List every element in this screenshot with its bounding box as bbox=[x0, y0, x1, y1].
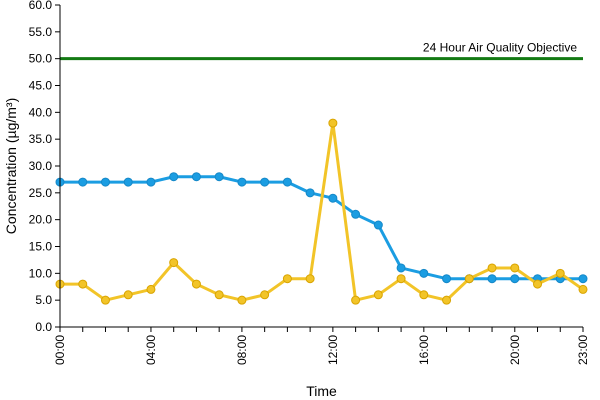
series-1-point bbox=[487, 274, 497, 284]
series-1-point bbox=[214, 172, 224, 182]
y-axis-ticks: 0.0 5.0 10.0 15.0 20.0 25.0 30.0 35.0 40.0 45.0 50… bbox=[29, 0, 60, 334]
x-axis-ticks: 00:00 04:00 08:00 12:00 16:00 20:00 23:00 bbox=[53, 327, 590, 365]
series-2-point bbox=[328, 118, 338, 128]
x-tick-label: 20:00 bbox=[508, 335, 522, 365]
series-1-point bbox=[510, 274, 520, 284]
y-axis-title: Concentration (µg/m³) bbox=[3, 98, 19, 234]
y-tick-label: 50.0 bbox=[29, 52, 53, 66]
series-2-point bbox=[146, 284, 156, 294]
y-tick-label: 40.0 bbox=[29, 105, 53, 119]
series-2-point bbox=[78, 279, 88, 289]
series-2-point bbox=[533, 279, 543, 289]
y-tick-label: 30.0 bbox=[29, 159, 53, 173]
series-2-point bbox=[351, 295, 361, 305]
series-2-line bbox=[58, 121, 585, 302]
x-tick-label: 12:00 bbox=[326, 335, 340, 365]
series-2-point bbox=[123, 290, 133, 300]
series-2-point bbox=[282, 274, 292, 284]
series-2 bbox=[55, 118, 588, 305]
series-1-point bbox=[351, 209, 361, 219]
series-1-point bbox=[237, 177, 247, 187]
series-2-point bbox=[169, 258, 179, 268]
series-2-point bbox=[510, 263, 520, 273]
series-2-point bbox=[442, 295, 452, 305]
x-tick-label: 04:00 bbox=[144, 335, 158, 365]
y-tick-label: 0.0 bbox=[35, 320, 52, 334]
series-1-point bbox=[396, 263, 406, 273]
series-2-point bbox=[578, 284, 588, 294]
series-2-point bbox=[214, 290, 224, 300]
x-tick-label: 00:00 bbox=[53, 335, 67, 365]
y-tick-label: 45.0 bbox=[29, 79, 53, 93]
series-2-point bbox=[464, 274, 474, 284]
x-tick-label: 23:00 bbox=[576, 335, 590, 365]
series-2-point bbox=[305, 274, 315, 284]
series-2-point bbox=[373, 290, 383, 300]
series-2-point bbox=[260, 290, 270, 300]
series-layer bbox=[55, 118, 588, 305]
series-2-point bbox=[237, 295, 247, 305]
y-tick-label: 20.0 bbox=[29, 213, 53, 227]
series-2-point bbox=[100, 295, 110, 305]
series-1-point bbox=[282, 177, 292, 187]
y-tick-label: 25.0 bbox=[29, 186, 53, 200]
y-tick-label: 35.0 bbox=[29, 132, 53, 146]
series-1-point bbox=[169, 172, 179, 182]
y-tick-label: 60.0 bbox=[29, 0, 53, 12]
y-tick-label: 10.0 bbox=[29, 266, 53, 280]
series-1-point bbox=[260, 177, 270, 187]
y-tick-label: 15.0 bbox=[29, 240, 53, 254]
series-2-point bbox=[191, 279, 201, 289]
series-1-point bbox=[191, 172, 201, 182]
series-2-point bbox=[487, 263, 497, 273]
series-1-point bbox=[146, 177, 156, 187]
series-2-point bbox=[419, 290, 429, 300]
y-tick-label: 55.0 bbox=[29, 25, 53, 39]
x-tick-label: 16:00 bbox=[417, 335, 431, 365]
x-tick-label: 08:00 bbox=[235, 335, 249, 365]
series-1-point bbox=[78, 177, 88, 187]
series-1-point bbox=[305, 188, 315, 198]
series-1-point bbox=[328, 193, 338, 203]
series-1-point bbox=[578, 274, 588, 284]
series-2-point bbox=[555, 268, 565, 278]
x-axis-title: Time bbox=[306, 383, 337, 399]
air-quality-objective-label: 24 Hour Air Quality Objective bbox=[423, 41, 577, 55]
series-1-point bbox=[100, 177, 110, 187]
series-1-point bbox=[419, 268, 429, 278]
y-tick-label: 5.0 bbox=[35, 293, 52, 307]
series-1-point bbox=[123, 177, 133, 187]
series-1-point bbox=[442, 274, 452, 284]
series-1-point bbox=[373, 220, 383, 230]
series-2-point bbox=[396, 274, 406, 284]
series-1 bbox=[55, 172, 588, 284]
